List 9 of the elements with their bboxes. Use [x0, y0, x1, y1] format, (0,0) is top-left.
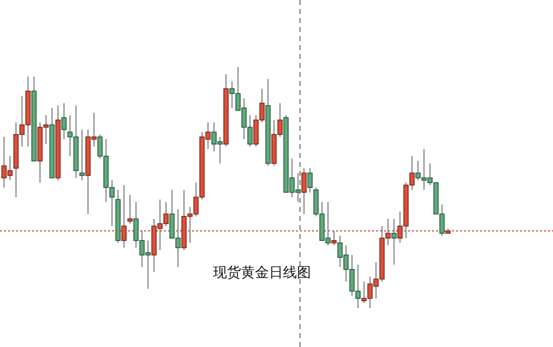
candlestick: [391, 218, 397, 266]
candlestick: [121, 184, 127, 248]
candlestick: [307, 168, 313, 193]
candlestick: [301, 168, 307, 215]
candlestick: [79, 129, 85, 181]
candlestick: [61, 102, 67, 140]
candlestick: [127, 194, 133, 224]
text: 现货黄金日线图: [213, 265, 311, 281]
candlestick: [331, 230, 337, 246]
